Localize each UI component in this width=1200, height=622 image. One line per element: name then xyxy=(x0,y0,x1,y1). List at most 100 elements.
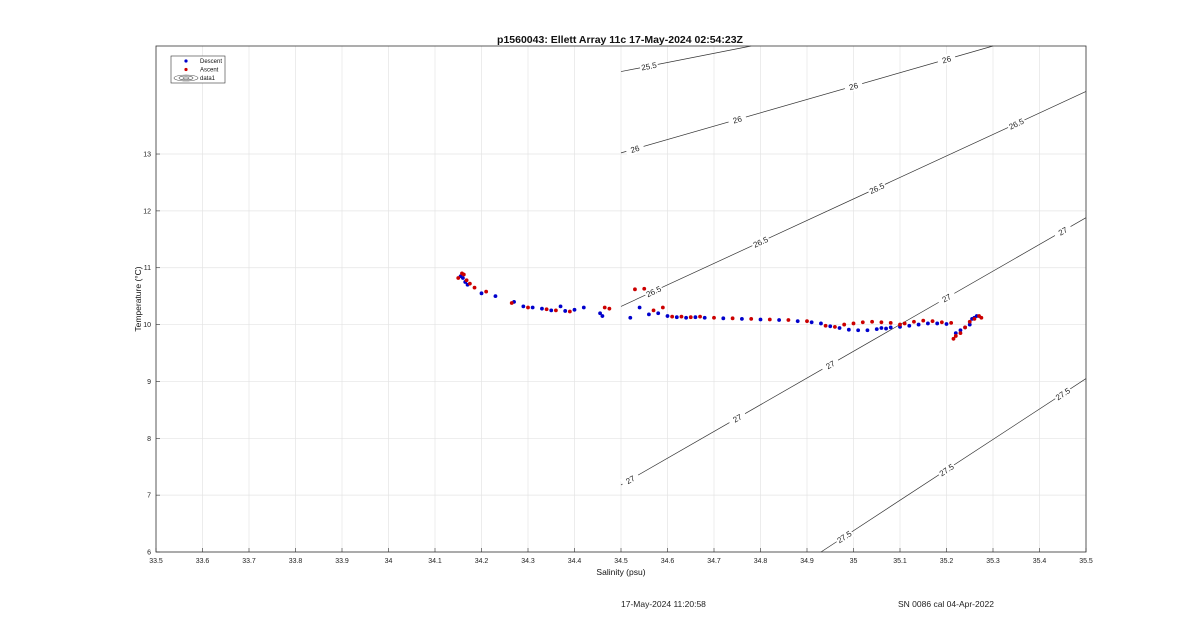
ascent-point xyxy=(939,320,944,325)
ascent-point xyxy=(842,322,847,327)
contour-label-bg xyxy=(726,409,748,427)
ascent-point xyxy=(688,315,693,320)
descent-point xyxy=(461,276,465,280)
contour-label-group: 26 xyxy=(624,141,645,157)
descent-point xyxy=(549,308,554,313)
ascent-point xyxy=(749,316,754,321)
ascent-point xyxy=(567,309,572,314)
ascent-point xyxy=(467,281,472,286)
x-tick-label: 33.9 xyxy=(335,558,349,565)
descent-point xyxy=(740,316,744,321)
contour-label-group: 25.5 xyxy=(639,59,659,73)
ascent-point xyxy=(963,325,967,330)
ascent-point xyxy=(660,305,665,310)
descent-point xyxy=(530,305,535,310)
ascent-point xyxy=(651,308,656,313)
descent-point xyxy=(958,328,963,333)
contour-label-group: 27 xyxy=(936,289,957,307)
descent-point xyxy=(926,321,930,326)
ascent-point xyxy=(979,315,984,320)
contour-label-bg xyxy=(1052,222,1074,240)
descent-point xyxy=(953,331,958,336)
contour-label-group: 26 xyxy=(936,52,957,67)
legend-label-data1: data1 xyxy=(200,76,216,82)
x-tick-label: 33.6 xyxy=(196,558,210,565)
contour-label-bg xyxy=(936,52,957,67)
descent-point xyxy=(879,326,884,330)
contour-label-group: 27 xyxy=(620,470,641,489)
density-contour-27 xyxy=(620,217,1087,486)
contour-label-group: 26 xyxy=(727,112,748,127)
contour-label-group: 26 xyxy=(843,78,864,94)
x-tick-label: 35 xyxy=(850,558,858,565)
contour-label-bg xyxy=(936,460,957,479)
descent-point xyxy=(758,317,763,322)
x-tick-label: 33.7 xyxy=(242,558,256,565)
ascent-point xyxy=(554,308,558,313)
contour-label-bg xyxy=(643,283,664,300)
ascent-point xyxy=(951,336,956,341)
ascent-point xyxy=(972,316,977,321)
contour-label: 25.5 xyxy=(640,61,658,73)
descent-point xyxy=(637,305,642,310)
legend-label-ascent: Ascent xyxy=(200,68,219,74)
descent-point xyxy=(479,291,484,296)
descent-point xyxy=(777,318,781,322)
y-tick-label: 12 xyxy=(143,208,151,215)
legend: Descent Ascent data1 xyxy=(170,55,226,84)
y-tick-label: 6 xyxy=(147,550,151,557)
ascent-point xyxy=(958,331,963,336)
ascent-point xyxy=(730,316,735,321)
ascent-point xyxy=(786,318,791,322)
contour-label-bg xyxy=(727,112,748,127)
y-tick-label: 13 xyxy=(143,152,151,159)
ascent-point xyxy=(464,278,469,283)
descent-point xyxy=(684,315,688,320)
descent-point xyxy=(809,320,814,325)
ascent-point xyxy=(698,314,702,319)
legend-marker-ascent xyxy=(184,67,188,72)
ascent-point xyxy=(484,289,489,294)
ascent-point xyxy=(642,286,647,291)
x-tick-label: 34.3 xyxy=(521,558,535,565)
ascent-point xyxy=(805,319,809,324)
x-tick-label: 34.8 xyxy=(754,558,768,565)
descent-point xyxy=(967,322,972,327)
density-contours: 25.52626262626.526.526.526.5272727272727… xyxy=(620,45,1087,553)
ascent-point xyxy=(930,319,935,324)
ascent-point xyxy=(670,314,675,319)
descent-point xyxy=(907,323,912,328)
ascent-point xyxy=(851,321,856,326)
contour-label-group: 27 xyxy=(819,355,841,374)
descent-point xyxy=(702,315,707,320)
contour-label-bg xyxy=(833,527,855,546)
ascent-point xyxy=(712,315,716,320)
x-tick-label: 34.9 xyxy=(800,558,814,565)
legend-label-descent: Descent xyxy=(200,59,222,65)
contour-label-group: 27 xyxy=(1052,222,1074,240)
footer-sensor-info: SN 0086 cal 04-Apr-2022 xyxy=(898,599,994,609)
ascent-point xyxy=(967,319,972,324)
x-tick-label: 34.7 xyxy=(707,558,721,565)
contour-label-bg xyxy=(866,179,888,197)
contour-label-bg xyxy=(620,470,641,489)
x-tick-label: 35.1 xyxy=(893,558,907,565)
descent-point xyxy=(665,314,670,318)
contour-label-bg xyxy=(639,59,659,73)
ascent-point xyxy=(602,305,607,310)
ascent-point xyxy=(767,317,772,322)
ascent-point xyxy=(870,319,874,324)
ascent-point xyxy=(679,314,684,319)
ascent-point xyxy=(833,324,837,329)
ascent-point xyxy=(472,285,477,290)
descent-point xyxy=(647,312,651,317)
descent-point xyxy=(795,319,800,324)
contour-label-bg xyxy=(1052,384,1074,403)
x-tick-label: 34.5 xyxy=(614,558,628,565)
x-tick-label: 34.6 xyxy=(661,558,675,565)
descent-point xyxy=(874,327,879,332)
ascent-point xyxy=(953,334,958,338)
x-axis-label: Salinity (psu) xyxy=(596,567,645,577)
x-tick-label: 34 xyxy=(385,558,393,565)
